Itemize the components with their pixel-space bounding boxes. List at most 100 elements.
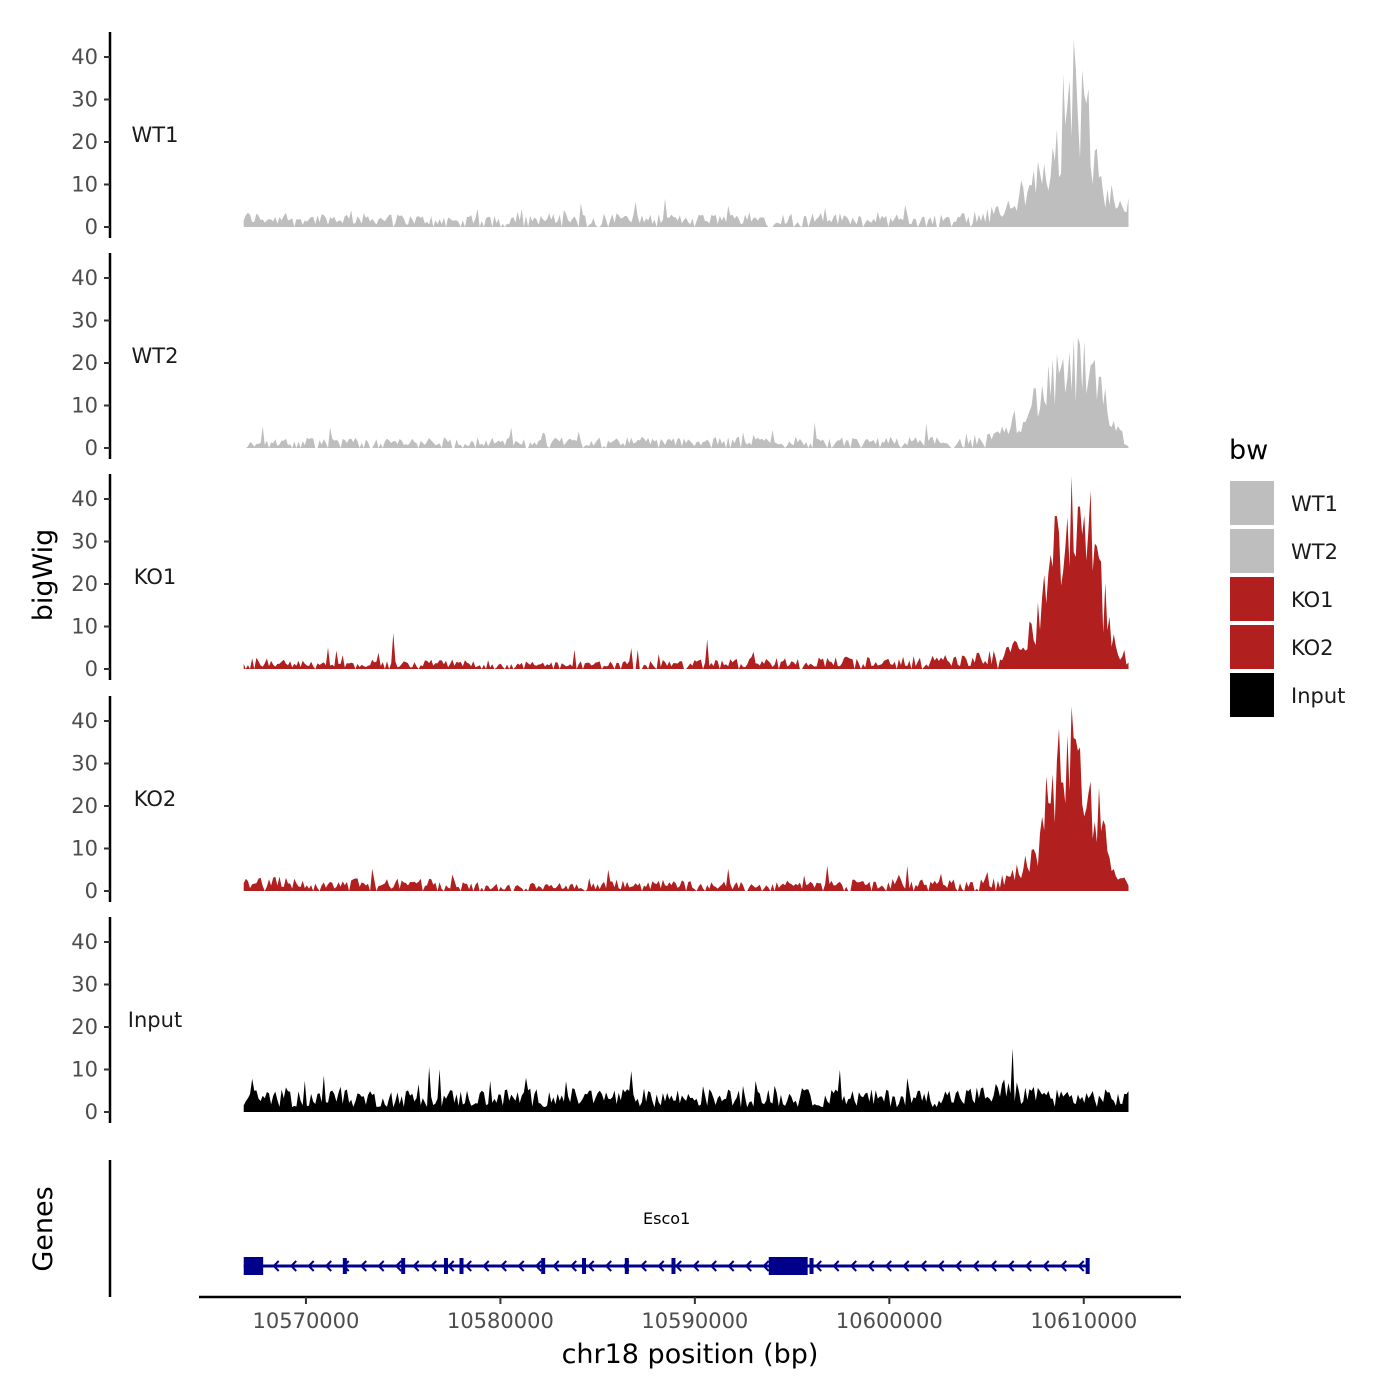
strand-chevron (604, 1260, 612, 1272)
y-tick-label: 10 (71, 1058, 98, 1082)
strand-chevron (289, 1260, 297, 1272)
y-tick-label: 20 (71, 1015, 98, 1039)
genes-axis-title: Genes (28, 1186, 59, 1271)
strand-chevron (377, 1260, 385, 1272)
y-tick-label: 10 (71, 837, 98, 861)
strand-chevron (394, 1260, 402, 1272)
legend-label: Input (1291, 684, 1345, 708)
signal-area-wt2 (243, 337, 1129, 448)
y-tick-label: 10 (71, 173, 98, 197)
strand-chevron (902, 1260, 910, 1272)
strand-chevron (832, 1260, 840, 1272)
strand-chevron (972, 1260, 980, 1272)
y-tick-label: 30 (71, 973, 98, 997)
y-tick-label: 10 (71, 615, 98, 639)
y-tick-label: 0 (85, 215, 98, 239)
strand-chevron (429, 1260, 437, 1272)
strand-chevron (674, 1260, 682, 1272)
gene-exon-mark (459, 1258, 464, 1274)
legend-label: WT1 (1291, 492, 1338, 516)
y-tick-label: 40 (71, 45, 98, 69)
y-tick-label: 0 (85, 436, 98, 460)
signal-area-input (243, 1048, 1129, 1112)
strand-chevron (954, 1260, 962, 1272)
track-label: KO2 (134, 787, 177, 811)
gene-exon-mark (1085, 1258, 1090, 1274)
strand-chevron (569, 1260, 577, 1272)
y-tick-label: 30 (71, 752, 98, 776)
track-ko2: 0 10 20 30 40 KO2 (71, 696, 1129, 903)
y-tick-label: 30 (71, 309, 98, 333)
strand-chevron (989, 1260, 997, 1272)
y-tick-label: 40 (71, 930, 98, 954)
y-tick-label: 30 (71, 88, 98, 112)
y-tick-label: 20 (71, 130, 98, 154)
y-tick-label: 10 (71, 394, 98, 418)
strand-chevron (762, 1260, 770, 1272)
strand-chevron (779, 1260, 787, 1272)
x-axis-title: chr18 position (bp) (562, 1339, 819, 1370)
legend-label: KO2 (1291, 636, 1334, 660)
gene-exon-mark (443, 1258, 448, 1274)
strand-chevron (447, 1260, 455, 1272)
strand-chevron (919, 1260, 927, 1272)
strand-chevron (517, 1260, 525, 1272)
y-tick-label: 0 (85, 657, 98, 681)
legend-label: WT2 (1291, 540, 1338, 564)
track-ko1: 0 10 20 30 40 KO1 (71, 474, 1129, 681)
y-tick-label: 20 (71, 794, 98, 818)
y-tick-label: 30 (71, 530, 98, 554)
strand-chevron (272, 1260, 280, 1272)
legend-swatch-ko1 (1228, 575, 1276, 623)
y-tick-label: 20 (71, 572, 98, 596)
strand-chevron (744, 1260, 752, 1272)
gene-exon-mark (401, 1258, 406, 1274)
legend: bw WT1 WT2 KO1 KO2 Input (1228, 435, 1345, 719)
strand-chevron (884, 1260, 892, 1272)
strand-chevron (464, 1260, 472, 1272)
strand-chevron (482, 1260, 490, 1272)
strand-chevron (1059, 1260, 1067, 1272)
strand-chevron (412, 1260, 420, 1272)
track-wt1: 0 10 20 30 40 WT1 (71, 32, 1129, 239)
track-input: 0 10 20 30 40 Input (71, 917, 1129, 1124)
gene-exon-block (768, 1257, 808, 1275)
y-tick-label: 0 (85, 1100, 98, 1124)
y-tick-label: 40 (71, 266, 98, 290)
track-label: WT1 (132, 123, 179, 147)
gene-exon-mark (582, 1258, 587, 1274)
strand-chevron (814, 1260, 822, 1272)
signal-area-wt1 (243, 40, 1129, 227)
strand-chevron (797, 1260, 805, 1272)
y-tick-label: 20 (71, 351, 98, 375)
x-tick-label: 10580000 (447, 1309, 554, 1333)
strand-chevron (639, 1260, 647, 1272)
tracks-layer: 0 10 20 30 40 WT1 0 10 20 30 40 WT2 0 10 20 30 40 KO1 0 10 2… (71, 32, 1129, 1124)
legend-swatch-wt1 (1228, 479, 1276, 527)
strand-chevron (1007, 1260, 1015, 1272)
y-tick-label: 40 (71, 487, 98, 511)
signal-area-ko1 (243, 476, 1129, 669)
x-tick-label: 10610000 (1030, 1309, 1137, 1333)
gene-exon-block (243, 1257, 264, 1275)
genes-track: Esco1 (108, 1160, 1090, 1297)
gene-exon-mark (624, 1258, 629, 1274)
track-label: Input (128, 1008, 182, 1032)
x-tick-label: 10570000 (253, 1309, 360, 1333)
signal-area-ko2 (243, 706, 1129, 891)
strand-chevron (657, 1260, 665, 1272)
legend-swatch-input (1228, 671, 1276, 719)
strand-chevron (359, 1260, 367, 1272)
strand-chevron (324, 1260, 332, 1272)
legend-title: bw (1229, 435, 1268, 466)
track-label: KO1 (134, 565, 177, 589)
strand-chevron (1042, 1260, 1050, 1272)
legend-swatch-ko2 (1228, 623, 1276, 671)
strand-chevron (499, 1260, 507, 1272)
y-axis-title: bigWig (28, 529, 59, 622)
strand-chevron (709, 1260, 717, 1272)
track-wt2: 0 10 20 30 40 WT2 (71, 253, 1129, 460)
x-axis: 10570000 10580000 10590000 10600000 10610000 (199, 1295, 1181, 1333)
x-tick-label: 10600000 (836, 1309, 943, 1333)
